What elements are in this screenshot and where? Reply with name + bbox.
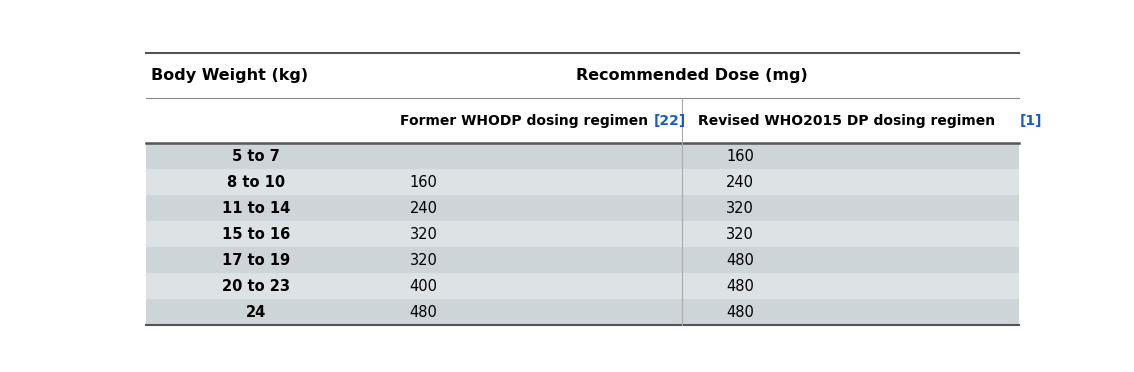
Text: 400: 400	[409, 279, 438, 294]
Text: 480: 480	[726, 253, 754, 268]
Text: 320: 320	[409, 227, 438, 242]
Text: 20 to 23: 20 to 23	[222, 279, 290, 294]
Text: 8 to 10: 8 to 10	[227, 175, 285, 190]
Bar	[146, 195, 1018, 221]
Bar	[146, 247, 1018, 273]
Text: Body Weight (kg): Body Weight (kg)	[151, 68, 307, 83]
Text: 160: 160	[409, 175, 438, 190]
Text: 320: 320	[409, 253, 438, 268]
Text: [22]: [22]	[654, 113, 686, 128]
Bar	[146, 273, 1018, 299]
Text: 5 to 7: 5 to 7	[232, 149, 280, 164]
Text: Revised WHO2015 DP dosing regimen: Revised WHO2015 DP dosing regimen	[697, 113, 995, 128]
Text: 17 to 19: 17 to 19	[222, 253, 290, 268]
Bar	[146, 299, 1018, 326]
Text: 11 to 14: 11 to 14	[222, 201, 290, 216]
Text: 15 to 16: 15 to 16	[222, 227, 290, 242]
Bar	[146, 170, 1018, 195]
Text: 24: 24	[246, 305, 266, 320]
Text: 320: 320	[726, 201, 754, 216]
Text: 160: 160	[726, 149, 754, 164]
Bar	[146, 97, 1018, 144]
Text: Former WHODP dosing regimen: Former WHODP dosing regimen	[400, 113, 649, 128]
Text: [1]: [1]	[1019, 113, 1042, 128]
Bar	[146, 53, 1018, 97]
Text: 240: 240	[726, 175, 754, 190]
Bar	[146, 144, 1018, 170]
Text: 320: 320	[726, 227, 754, 242]
Text: 480: 480	[409, 305, 438, 320]
Bar	[146, 221, 1018, 247]
Text: 480: 480	[726, 279, 754, 294]
Text: Recommended Dose (mg): Recommended Dose (mg)	[576, 68, 809, 83]
Text: 240: 240	[409, 201, 438, 216]
Text: 480: 480	[726, 305, 754, 320]
